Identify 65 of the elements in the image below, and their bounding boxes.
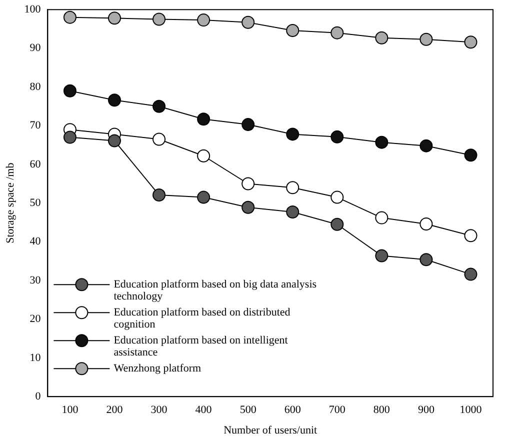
point [420, 32, 433, 46]
point [242, 177, 255, 190]
point [63, 130, 76, 144]
point [63, 84, 76, 98]
y-tick-label: 60 [30, 158, 42, 170]
point [152, 12, 166, 26]
y-tick-label: 40 [30, 236, 42, 248]
legend-label: Wenzhong platform [114, 362, 202, 374]
point [197, 112, 210, 126]
point [464, 148, 478, 162]
point [242, 200, 255, 214]
point [330, 130, 344, 144]
legend-label: Education platform based on intelligent assistance [114, 334, 288, 358]
y-tick-label: 30 [30, 274, 42, 286]
point [197, 14, 210, 27]
x-tick-label: 700 [328, 404, 346, 416]
y-tick-label: 100 [24, 3, 42, 16]
y-tick-label: 90 [30, 42, 42, 54]
y-tick-label: 50 [30, 196, 42, 209]
x-tick-label: 100 [62, 404, 79, 416]
y-tick-label: 10 [30, 352, 42, 364]
point [152, 132, 166, 146]
y-axis-title: Storage space /mb [4, 162, 16, 244]
point [286, 24, 300, 37]
x-tick-label: 500 [240, 404, 257, 416]
point [286, 181, 300, 194]
point [152, 100, 166, 113]
point [375, 31, 388, 44]
point [464, 229, 478, 242]
x-axis-title: Number of users/unit [224, 424, 318, 436]
point [420, 253, 433, 266]
point [197, 190, 210, 204]
legend-label: Education platform based on distributed cognition [114, 306, 291, 330]
x-tick-label: 600 [284, 404, 302, 416]
y-tick-label: 20 [30, 313, 42, 326]
point [330, 26, 344, 40]
y-tick-label: 0 [35, 390, 42, 402]
point [286, 206, 300, 218]
point [464, 36, 478, 49]
point [330, 190, 344, 204]
point [420, 218, 433, 230]
point [197, 149, 210, 162]
point [152, 188, 166, 202]
x-tick-label: 1000 [460, 404, 482, 416]
point [108, 94, 121, 107]
point [108, 12, 121, 25]
x-tick-label: 400 [195, 404, 212, 416]
x-tick-label: 300 [150, 404, 168, 416]
point [464, 268, 478, 281]
y-tick-label: 80 [30, 80, 42, 93]
legend-label: Education platform based on big data analysis technology [114, 278, 317, 302]
point [63, 10, 76, 24]
point [286, 128, 300, 141]
point [330, 218, 344, 231]
point [375, 249, 388, 262]
point [420, 139, 433, 152]
x-tick-label: 800 [373, 404, 390, 416]
point [108, 134, 121, 148]
point [375, 136, 388, 149]
x-tick-label: 200 [106, 404, 124, 416]
point [375, 211, 388, 224]
y-tick-label: 70 [30, 120, 42, 132]
x-tick-label: 900 [418, 404, 435, 416]
point [242, 16, 255, 29]
point [242, 118, 255, 132]
